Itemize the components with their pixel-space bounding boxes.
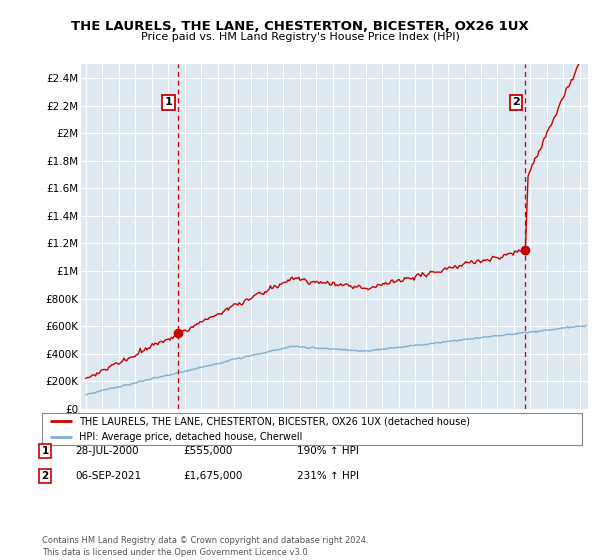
Text: 28-JUL-2000: 28-JUL-2000: [75, 446, 139, 456]
Text: 1: 1: [164, 97, 172, 108]
Text: 1: 1: [41, 446, 49, 456]
Text: 2: 2: [41, 471, 49, 481]
Text: Price paid vs. HM Land Registry's House Price Index (HPI): Price paid vs. HM Land Registry's House …: [140, 32, 460, 42]
Text: £555,000: £555,000: [183, 446, 232, 456]
Text: THE LAURELS, THE LANE, CHESTERTON, BICESTER, OX26 1UX: THE LAURELS, THE LANE, CHESTERTON, BICES…: [71, 20, 529, 32]
Text: £1,675,000: £1,675,000: [183, 471, 242, 481]
Text: 231% ↑ HPI: 231% ↑ HPI: [297, 471, 359, 481]
Text: Contains HM Land Registry data © Crown copyright and database right 2024.
This d: Contains HM Land Registry data © Crown c…: [42, 536, 368, 557]
Text: HPI: Average price, detached house, Cherwell: HPI: Average price, detached house, Cher…: [79, 432, 302, 442]
Text: 2: 2: [512, 97, 520, 108]
Text: 190% ↑ HPI: 190% ↑ HPI: [297, 446, 359, 456]
Text: 06-SEP-2021: 06-SEP-2021: [75, 471, 141, 481]
Text: THE LAURELS, THE LANE, CHESTERTON, BICESTER, OX26 1UX (detached house): THE LAURELS, THE LANE, CHESTERTON, BICES…: [79, 417, 470, 427]
